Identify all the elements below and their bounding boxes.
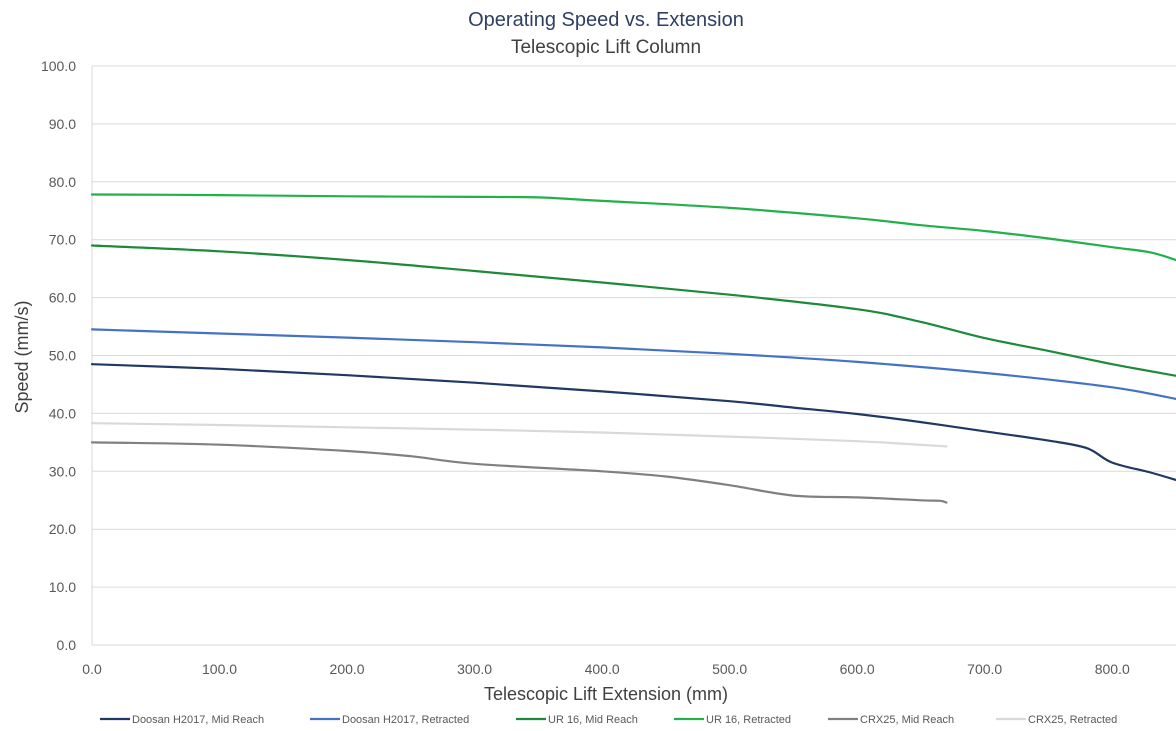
y-tick-label: 50.0: [49, 348, 76, 364]
x-tick-label: 0.0: [82, 661, 102, 677]
legend-label: Doosan H2017, Mid Reach: [132, 714, 264, 726]
series-line-2: [90, 328, 1176, 400]
legend-entry: UR 16, Mid Reach: [516, 714, 638, 726]
y-axis-ticks: 0.0 10.0 20.0 30.0 40.0 50.0 60.0 70.0 80.0 90.0 1…: [41, 58, 76, 653]
y-tick-label: 20.0: [49, 521, 76, 537]
x-tick-label: 700.0: [967, 661, 1002, 677]
legend-label: UR 16, Retracted: [706, 714, 791, 726]
y-tick-label: 0.0: [57, 637, 77, 653]
y-tick-label: 60.0: [49, 290, 76, 306]
x-tick-label: 300.0: [457, 661, 492, 677]
legend-label: CRX25, Retracted: [1028, 714, 1117, 726]
series-lines: [90, 193, 1176, 504]
legend-entry: Doosan H2017, Mid Reach: [100, 714, 264, 726]
x-axis-title: Telescopic Lift Extension (mm): [484, 684, 728, 704]
x-tick-label: 400.0: [585, 661, 620, 677]
legend-entry: CRX25, Retracted: [996, 714, 1117, 726]
y-tick-label: 70.0: [49, 232, 76, 248]
y-axis-title: Speed (mm/s): [12, 300, 32, 413]
legend-label: CRX25, Mid Reach: [860, 714, 954, 726]
x-tick-label: 600.0: [840, 661, 875, 677]
x-tick-label: 100.0: [202, 661, 237, 677]
series-line-4: [90, 193, 1176, 262]
series-line-6: [90, 422, 948, 448]
y-tick-label: 100.0: [41, 58, 76, 74]
x-tick-label: 800.0: [1095, 661, 1130, 677]
y-tick-label: 90.0: [49, 116, 76, 132]
series-line-3: [90, 244, 1176, 377]
x-tick-label: 500.0: [712, 661, 747, 677]
x-tick-label: 200.0: [330, 661, 365, 677]
legend-entry: CRX25, Mid Reach: [828, 714, 954, 726]
x-axis-ticks: 0.0 100.0 200.0 300.0 400.0 500.0 600.0 700.0 80…: [82, 661, 1130, 677]
legend: Doosan H2017, Mid Reach Doosan H2017, Ret…: [100, 714, 1117, 726]
series-line-5: [90, 441, 948, 504]
y-tick-label: 40.0: [49, 405, 76, 421]
series-line-1: [90, 363, 1176, 482]
legend-label: Doosan H2017, Retracted: [342, 714, 469, 726]
y-tick-label: 80.0: [49, 174, 76, 190]
legend-entry: UR 16, Retracted: [674, 714, 791, 726]
chart-subtitle: Telescopic Lift Column: [511, 37, 701, 58]
legend-entry: Doosan H2017, Retracted: [310, 714, 469, 726]
legend-label: UR 16, Mid Reach: [548, 714, 638, 726]
chart-title: Operating Speed vs. Extension: [468, 9, 744, 31]
y-tick-label: 10.0: [49, 579, 76, 595]
gridlines: [91, 65, 1176, 646]
y-tick-label: 30.0: [49, 463, 76, 479]
